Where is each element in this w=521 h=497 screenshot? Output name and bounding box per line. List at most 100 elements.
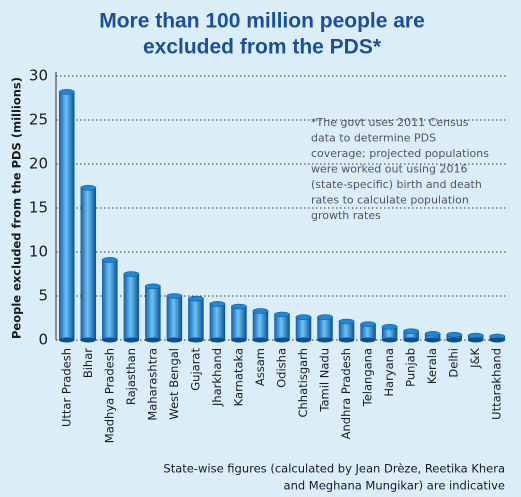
bar-base: [59, 337, 75, 343]
x-tick-label: Andhra Pradesh: [339, 348, 353, 439]
annotation: data to determine PDS: [311, 132, 436, 145]
footnote: State-wise figures (calculated by Jean D…: [163, 462, 505, 476]
bar-cap: [467, 332, 484, 339]
bar-cap: [295, 314, 312, 320]
bar-base: [467, 337, 484, 343]
annotation: *The govt uses 2011 Census: [311, 116, 469, 129]
bar-base: [403, 337, 419, 343]
bar-cap: [101, 257, 118, 263]
bar-cap: [209, 301, 226, 307]
x-tick-label: Jharkhand: [210, 348, 224, 407]
bar-base: [209, 337, 226, 343]
annotation: were worked out using 2016: [311, 163, 468, 176]
bar-cap: [338, 318, 355, 325]
bar-cap: [360, 321, 377, 327]
bar-base: [231, 337, 247, 343]
x-tick-label: Uttarakhand: [490, 348, 504, 420]
bar: [381, 326, 398, 340]
y-tick-label: 30: [29, 67, 48, 85]
bar: [102, 259, 118, 340]
annotation: rates to calculate population: [311, 194, 469, 207]
x-tick-label: Odisha: [275, 348, 289, 388]
x-tick-label: Bihar: [81, 348, 95, 378]
bar-base: [145, 337, 161, 343]
x-tick-label: Gujarat: [188, 348, 202, 391]
bar-base: [252, 337, 269, 343]
bar: [274, 314, 290, 340]
bar-base: [381, 337, 398, 343]
y-tick-label: 0: [38, 331, 48, 349]
bar-cap: [424, 331, 441, 337]
x-tick-label: Chhatisgarh: [296, 348, 310, 418]
x-tick-label: Kerala: [425, 348, 439, 384]
chart-title: excluded from the PDS*: [143, 36, 382, 59]
bar-cap: [187, 295, 204, 302]
bar-base: [338, 337, 355, 343]
x-tick-label: Delhi: [447, 348, 461, 378]
bar-base: [188, 337, 204, 343]
y-axis-label: People excluded from the PDS (millions): [10, 77, 24, 339]
bar: [59, 91, 75, 340]
bar: [338, 321, 355, 340]
x-tick-label: Maharashtra: [145, 348, 159, 421]
bar: [252, 310, 269, 340]
bar-cap: [166, 293, 183, 299]
y-tick-label: 15: [29, 199, 48, 217]
bar: [231, 306, 247, 340]
bar-cap: [274, 311, 290, 318]
bar-base: [295, 337, 312, 343]
chart-title: More than 100 million people are: [99, 10, 425, 33]
annotation: growth rates: [311, 209, 381, 222]
x-tick-label: Madhya Pradesh: [102, 348, 116, 443]
bar-base: [102, 337, 118, 343]
bar-base: [424, 337, 441, 343]
x-tick-label: Telangana: [361, 348, 375, 407]
bar: [145, 286, 161, 340]
bar: [123, 274, 140, 340]
x-tick-label: J&K: [468, 348, 482, 369]
x-tick-label: Haryana: [382, 348, 396, 397]
bar: [209, 303, 226, 340]
bar: [188, 298, 204, 340]
bar-cap: [144, 283, 161, 290]
bar: [424, 333, 441, 340]
x-tick-label: Punjab: [404, 348, 418, 387]
y-tick-label: 20: [29, 155, 48, 173]
bar: [166, 296, 183, 340]
bar-cap: [80, 185, 97, 191]
bar-cap: [58, 89, 75, 95]
x-tick-label: Assam: [253, 348, 267, 386]
x-tick-label: West Bengal: [167, 348, 181, 420]
bar: [360, 324, 376, 340]
bar-base: [80, 337, 97, 343]
x-tick-label: Rajasthan: [124, 348, 138, 405]
bar: [80, 187, 97, 340]
annotation: coverage; projected populations: [311, 147, 489, 160]
footnote: and Meghana Mungikar) are indicative: [284, 479, 505, 493]
x-tick-label: Uttar Pradesh: [59, 348, 73, 427]
bar-base: [317, 337, 333, 343]
annotation: (state-specific) birth and death: [311, 178, 482, 191]
bar-cap: [252, 308, 269, 314]
x-tick-label: Karnataka: [231, 348, 245, 406]
y-tick-label: 25: [29, 111, 48, 129]
bar-cap: [230, 303, 247, 310]
bar: [317, 317, 333, 340]
bar-cap: [123, 271, 140, 277]
y-tick-label: 5: [38, 287, 48, 305]
y-tick-label: 10: [29, 243, 48, 261]
x-tick-label: Tamil Nadu: [318, 348, 332, 413]
bar-cap: [317, 314, 334, 320]
bar: [295, 317, 312, 340]
bar-cap: [381, 324, 398, 330]
bar-base: [489, 337, 505, 343]
bar-base: [360, 337, 376, 343]
bar-base: [274, 337, 290, 343]
bar-base: [123, 337, 140, 343]
bar: [403, 331, 419, 340]
bar-base: [446, 337, 462, 343]
bar-base: [166, 337, 183, 343]
bar-cap: [403, 328, 420, 334]
bar-cap: [446, 331, 463, 338]
